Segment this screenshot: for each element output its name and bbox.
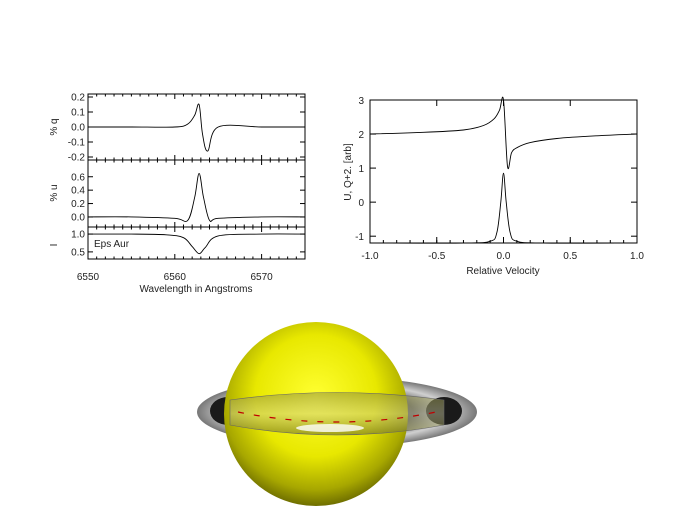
spectrum-traces xyxy=(87,103,306,255)
x-tick-label: -0.5 xyxy=(428,251,446,262)
torus-front-band xyxy=(229,392,445,436)
x-tick-label: 1.0 xyxy=(630,251,644,262)
y-tick-label: 0.2 xyxy=(71,93,85,104)
y-tick-label: 3 xyxy=(358,96,364,107)
velocity-frame xyxy=(369,99,638,244)
spectrum-annotation: Eps Aur xyxy=(94,239,130,250)
x-tick-label: 6550 xyxy=(77,272,100,283)
x-tick-label: 0.5 xyxy=(563,251,577,262)
spectrum-series-line xyxy=(87,233,306,255)
velocity-chart: 3 2 1 0 -1 -1.0 -0.5 0.0 0.5 1.0 Relative Velocit… xyxy=(343,96,644,277)
velocity-axes: 3 2 1 0 -1 -1.0 -0.5 0.0 0.5 1.0 xyxy=(355,96,644,262)
y-tick-label: -0.1 xyxy=(68,138,86,149)
panel-u-ylabel: % u xyxy=(49,184,60,201)
y-tick-label: 0.0 xyxy=(71,212,85,223)
disk-sphere-illustration xyxy=(197,322,477,506)
velocity-traces xyxy=(369,96,638,244)
y-tick-label: 1 xyxy=(358,164,364,175)
red-orbit-path xyxy=(237,411,437,423)
spectrum-axes: 0.2 0.1 0.0 -0.1 -0.2 0.6 0.4 0.2 0.0 1.0 0.5 6550 6… xyxy=(68,93,306,283)
x-tick-label: 0.0 xyxy=(497,251,511,262)
velocity-series-line xyxy=(369,96,638,169)
x-tick-label: 6560 xyxy=(164,272,187,283)
y-tick-label: 0.5 xyxy=(71,247,85,258)
panel-i-ylabel: I xyxy=(49,244,60,247)
spectrum-series-line xyxy=(87,172,306,223)
y-tick-label: -1 xyxy=(355,232,364,243)
y-tick-label: 0.4 xyxy=(71,186,85,197)
band-highlight xyxy=(296,424,364,432)
y-tick-label: -0.2 xyxy=(68,153,86,164)
y-tick-label: 0.2 xyxy=(71,199,85,210)
y-tick-label: 0.6 xyxy=(71,172,85,183)
velocity-series-line xyxy=(369,172,638,244)
y-tick-label: 0.0 xyxy=(71,123,85,134)
panel-q-ylabel: % q xyxy=(49,118,60,135)
y-tick-label: 0.1 xyxy=(71,108,85,119)
spectrum-series-line xyxy=(88,103,305,152)
panel-frame xyxy=(87,226,306,260)
velocity-ylabel: U, Q+2. [arb] xyxy=(343,143,354,201)
y-tick-label: 2 xyxy=(358,130,364,141)
y-tick-label: 1.0 xyxy=(71,230,85,241)
x-tick-label: -1.0 xyxy=(361,251,379,262)
y-tick-label: 0 xyxy=(358,198,364,209)
spectrum-xlabel: Wavelength in Angstroms xyxy=(139,284,252,295)
velocity-xlabel: Relative Velocity xyxy=(466,266,539,277)
x-tick-label: 6570 xyxy=(250,272,273,283)
spectrum-chart: 0.2 0.1 0.0 -0.1 -0.2 0.6 0.4 0.2 0.0 1.0 0.5 6550 6… xyxy=(49,93,306,295)
